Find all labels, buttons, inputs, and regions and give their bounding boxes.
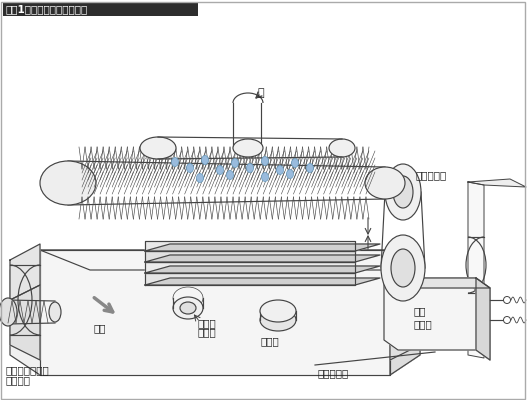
- Polygon shape: [10, 244, 40, 300]
- Ellipse shape: [260, 309, 296, 331]
- Polygon shape: [145, 244, 380, 251]
- Ellipse shape: [247, 164, 253, 172]
- Polygon shape: [398, 278, 490, 288]
- Polygon shape: [468, 182, 484, 358]
- Text: 水: 水: [258, 88, 265, 98]
- Ellipse shape: [217, 166, 223, 174]
- Polygon shape: [390, 244, 420, 298]
- Ellipse shape: [277, 166, 284, 174]
- FancyBboxPatch shape: [3, 2, 198, 16]
- Polygon shape: [384, 268, 490, 360]
- Ellipse shape: [201, 156, 209, 164]
- Text: 【図1】簡易洗浄機の構想図: 【図1】簡易洗浄機の構想図: [6, 4, 88, 14]
- Polygon shape: [145, 278, 380, 285]
- Text: ブシュ: ブシュ: [198, 327, 217, 337]
- Polygon shape: [145, 262, 355, 273]
- Polygon shape: [145, 273, 355, 285]
- Text: リニア: リニア: [198, 318, 217, 328]
- Text: 排水穴: 排水穴: [261, 336, 279, 346]
- Polygon shape: [10, 285, 40, 360]
- Polygon shape: [145, 241, 355, 251]
- Ellipse shape: [287, 170, 294, 178]
- Ellipse shape: [173, 297, 203, 319]
- Text: 洗浄ブラシ: 洗浄ブラシ: [415, 170, 446, 180]
- Ellipse shape: [381, 235, 425, 301]
- Text: ハンドル: ハンドル: [5, 375, 30, 385]
- Polygon shape: [40, 250, 390, 375]
- Ellipse shape: [197, 174, 203, 182]
- Ellipse shape: [233, 139, 263, 157]
- Ellipse shape: [49, 302, 61, 322]
- Text: ギア
モータ: ギア モータ: [414, 306, 433, 330]
- Polygon shape: [10, 250, 420, 375]
- Polygon shape: [390, 250, 420, 375]
- Polygon shape: [468, 179, 526, 187]
- Ellipse shape: [171, 158, 179, 166]
- Ellipse shape: [187, 164, 193, 172]
- Ellipse shape: [365, 167, 405, 199]
- Ellipse shape: [329, 139, 355, 157]
- Ellipse shape: [260, 300, 296, 322]
- Ellipse shape: [261, 172, 268, 182]
- Ellipse shape: [291, 158, 298, 168]
- Ellipse shape: [391, 249, 415, 287]
- Ellipse shape: [261, 156, 268, 166]
- Ellipse shape: [307, 164, 314, 172]
- Polygon shape: [390, 283, 420, 360]
- Ellipse shape: [180, 302, 196, 314]
- Polygon shape: [145, 251, 355, 262]
- Ellipse shape: [140, 137, 176, 159]
- Ellipse shape: [231, 158, 239, 168]
- Ellipse shape: [173, 287, 203, 309]
- Circle shape: [503, 316, 511, 324]
- Polygon shape: [40, 250, 420, 270]
- Ellipse shape: [40, 161, 96, 205]
- Ellipse shape: [385, 164, 421, 220]
- Circle shape: [503, 296, 511, 304]
- Text: 透明カバー: 透明カバー: [318, 368, 349, 378]
- Text: 手動スライド用: 手動スライド用: [5, 365, 49, 375]
- Ellipse shape: [0, 298, 17, 326]
- Text: 手動: 手動: [94, 323, 106, 333]
- Polygon shape: [145, 255, 380, 262]
- Ellipse shape: [393, 176, 413, 208]
- Polygon shape: [476, 278, 490, 360]
- Polygon shape: [145, 266, 380, 273]
- Ellipse shape: [227, 170, 233, 180]
